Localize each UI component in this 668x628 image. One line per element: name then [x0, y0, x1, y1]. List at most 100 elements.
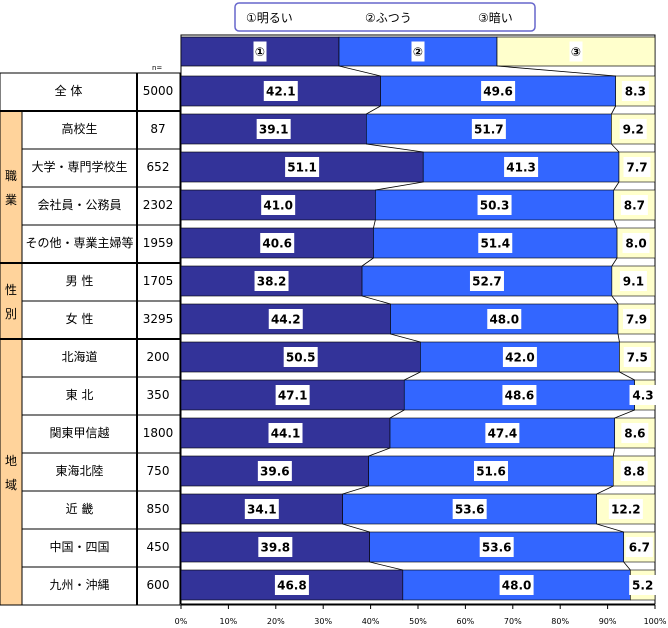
data-label-bg [620, 461, 648, 481]
data-label: 46.8 [277, 579, 307, 593]
group-label: 業 [5, 193, 17, 207]
data-label: 39.8 [261, 541, 291, 555]
n-value: 350 [147, 388, 170, 402]
data-label: 9.1 [623, 275, 644, 289]
n-cell [136, 414, 181, 454]
x-tick-label: 20% [267, 617, 285, 626]
data-label: 51.1 [287, 161, 317, 175]
data-label: 51.4 [480, 237, 510, 251]
connector-line [361, 295, 391, 305]
category-label: 男 性 [66, 274, 94, 288]
category-cell [21, 338, 138, 378]
connector-line [623, 561, 631, 571]
data-label-bg [268, 423, 303, 443]
data-label-bg [285, 157, 320, 177]
category-label: 大学・専門学校生 [31, 159, 127, 174]
n-value: 450 [147, 540, 170, 554]
data-label-bg [504, 157, 539, 177]
data-label-bg [485, 423, 520, 443]
category-cell [21, 300, 138, 340]
connector-line [390, 333, 421, 343]
n-value: 87 [150, 122, 165, 136]
data-label: 41.0 [263, 199, 293, 213]
connector-line [613, 219, 618, 229]
data-label-bg [473, 461, 508, 481]
data-label: 34.1 [247, 503, 277, 517]
data-label-bg [608, 499, 643, 519]
data-label-bg [502, 385, 537, 405]
data-label-bg [621, 81, 649, 101]
legend-item-dark: ③暗い [478, 10, 513, 25]
data-label: 7.7 [626, 161, 647, 175]
header-marker-bg [569, 41, 583, 62]
n-cell [136, 528, 181, 568]
data-label-bg [478, 233, 513, 253]
data-label: 7.9 [626, 313, 647, 327]
connector-line [611, 143, 620, 153]
data-label: 39.6 [260, 465, 290, 479]
legend-item-bright: ①明るい [246, 11, 293, 25]
connector-line [617, 333, 620, 343]
connector-line [619, 371, 635, 381]
data-label: 47.4 [488, 427, 518, 441]
data-label-bg [623, 157, 651, 177]
n-value: 200 [147, 350, 170, 364]
connector-line [373, 219, 376, 229]
data-label: 42.1 [266, 85, 296, 99]
data-label: 40.6 [262, 237, 292, 251]
data-label-bg [258, 537, 293, 557]
data-label-bg [623, 347, 651, 367]
x-tick-label: 90% [599, 617, 617, 626]
header-marker: ② [413, 45, 423, 59]
data-label: 8.3 [625, 85, 646, 99]
category-label: 高校生 [61, 121, 97, 136]
data-label-bg [244, 499, 279, 519]
data-label-bg [477, 195, 512, 215]
data-label: 8.6 [624, 427, 645, 441]
n-cell [136, 110, 181, 150]
category-cell [21, 528, 138, 568]
x-tick-label: 70% [504, 617, 522, 626]
connector-line [614, 409, 635, 419]
connector-line [366, 143, 424, 153]
data-label-bg [481, 81, 516, 101]
category-label: その他・専業主婦等 [25, 235, 133, 250]
connector-line [375, 181, 424, 191]
data-label-bg [257, 461, 292, 481]
connector-line [342, 523, 370, 533]
data-label: 8.0 [625, 237, 646, 251]
category-label: 近 畿 [66, 502, 94, 516]
data-label: 50.3 [480, 199, 510, 213]
data-label-bg [452, 499, 487, 519]
data-label: 53.6 [455, 503, 485, 517]
n-value: 1959 [143, 236, 174, 250]
connector-line [612, 447, 616, 457]
x-tick-label: 0% [175, 617, 188, 626]
connector-line [361, 257, 374, 267]
data-label-bg [620, 195, 648, 215]
n-value: 3295 [143, 312, 174, 326]
data-label-bg [619, 119, 647, 139]
data-label-bg [623, 309, 651, 329]
connector-line [389, 409, 405, 419]
data-label: 39.1 [259, 123, 289, 137]
data-label: 42.0 [505, 351, 535, 365]
x-tick-label: 60% [457, 617, 475, 626]
category-cell [21, 452, 138, 492]
data-label-bg [629, 385, 657, 405]
n-value: 750 [147, 464, 170, 478]
data-label-bg [479, 537, 514, 557]
data-label-bg [622, 233, 650, 253]
connector-line [596, 485, 614, 495]
n-value: 2302 [143, 198, 174, 212]
data-label: 8.7 [624, 199, 645, 213]
data-label-bg [471, 119, 506, 139]
connector-line [369, 561, 403, 571]
data-label: 48.6 [505, 389, 535, 403]
connector-line [342, 485, 369, 495]
n-value: 850 [147, 502, 170, 516]
data-label: 41.3 [506, 161, 536, 175]
data-label-bg [621, 423, 649, 443]
category-label: 関東甲信越 [49, 426, 109, 440]
group-label: 地 [5, 454, 17, 468]
